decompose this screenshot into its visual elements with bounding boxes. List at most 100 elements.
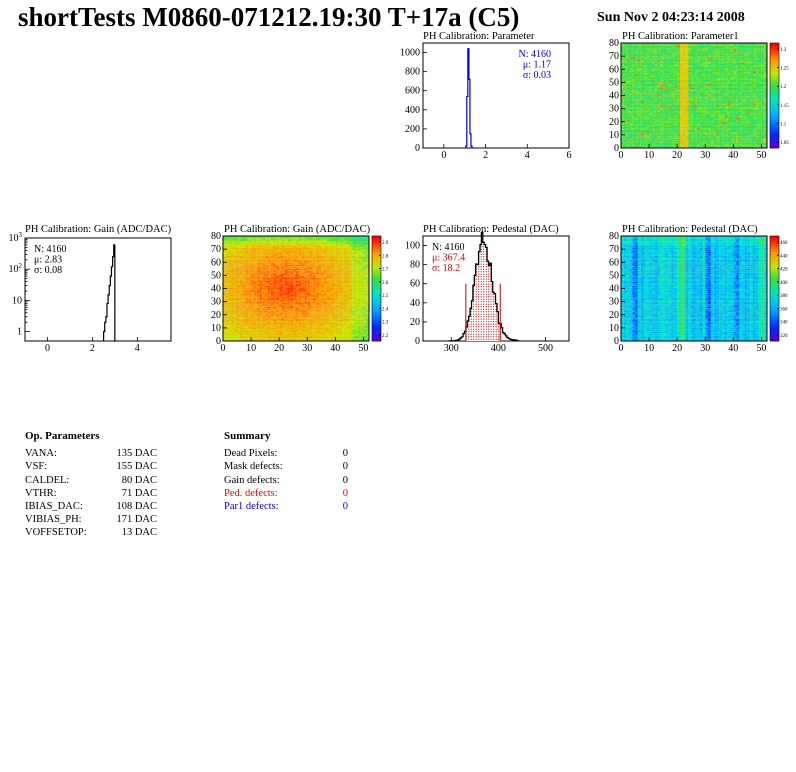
heatmap-cell xyxy=(223,279,226,281)
heatmap-cell xyxy=(688,50,692,53)
heatmap-cell xyxy=(242,272,246,275)
heatmap-cell xyxy=(654,66,658,68)
heatmap-cell xyxy=(682,144,686,146)
heatmap-cell xyxy=(710,145,714,147)
heatmap-cell xyxy=(719,81,723,83)
heatmap-cell xyxy=(637,79,641,82)
heatmap-cell xyxy=(744,46,748,49)
heatmap-cell xyxy=(710,129,714,131)
heatmap-cell xyxy=(688,74,692,76)
heatmap-cell xyxy=(665,48,669,50)
heatmap-cell xyxy=(629,134,633,137)
heatmap-cell xyxy=(755,65,759,67)
heatmap-cell xyxy=(719,132,723,134)
heatmap-cell xyxy=(637,56,641,58)
heatmap-cell xyxy=(696,56,700,58)
heatmap-cell xyxy=(234,249,238,251)
heatmap-cell xyxy=(750,75,754,78)
heatmap-cell xyxy=(724,125,728,128)
heatmap-cell xyxy=(733,104,737,107)
x-tick-label: 0 xyxy=(619,150,624,161)
heatmap-cell xyxy=(694,78,697,80)
heatmap-cell xyxy=(629,115,633,117)
heatmap-cell xyxy=(685,104,689,107)
heatmap-cell xyxy=(727,120,731,122)
heatmap-cell xyxy=(755,70,759,72)
heatmap-cell xyxy=(668,81,672,83)
heatmap-cell xyxy=(724,104,728,107)
heatmap-cell xyxy=(764,104,768,107)
heatmap-cell xyxy=(685,78,689,80)
heatmap-cell xyxy=(640,102,644,104)
heatmap-cell xyxy=(679,53,683,55)
heatmap-cell xyxy=(713,107,717,109)
heatmap-cell xyxy=(688,145,692,147)
heatmap-cell xyxy=(761,134,765,137)
heatmap-cell xyxy=(708,134,711,137)
heatmap-cell xyxy=(663,87,666,89)
heatmap-cell xyxy=(651,81,655,83)
heatmap-cell xyxy=(234,245,238,247)
heatmap-cell xyxy=(752,144,756,146)
heatmap-cell xyxy=(685,75,689,78)
heatmap-cell xyxy=(635,96,638,99)
heatmap-cell xyxy=(755,46,759,49)
heatmap-cell xyxy=(713,134,717,137)
heatmap-cell xyxy=(696,70,700,72)
heatmap-cell xyxy=(231,291,235,293)
heatmap-cell xyxy=(651,53,655,55)
heatmap-cell xyxy=(649,96,652,99)
heatmap-cell xyxy=(758,133,762,135)
heatmap-cell xyxy=(671,119,675,121)
heatmap-cell xyxy=(685,64,689,66)
heatmap-cell xyxy=(237,304,240,306)
heatmap-cell xyxy=(237,287,240,289)
heatmap-cell xyxy=(234,338,238,340)
heatmap-cell xyxy=(736,138,739,141)
heatmap-cell xyxy=(665,52,669,54)
heatmap-cell xyxy=(651,102,655,104)
heatmap-cell xyxy=(685,58,689,61)
heatmap-cell xyxy=(752,54,756,57)
heatmap-cell xyxy=(691,100,695,103)
heatmap-cell xyxy=(682,129,686,131)
heatmap-cell xyxy=(724,145,728,147)
heatmap-cell xyxy=(231,296,235,298)
heatmap-cell xyxy=(733,95,737,97)
heatmap-cell xyxy=(738,145,742,147)
heatmap-cell xyxy=(237,323,240,326)
heatmap-cell xyxy=(665,54,669,57)
heatmap-cell xyxy=(649,86,652,88)
heatmap-cell xyxy=(752,79,756,82)
heatmap-cell xyxy=(646,137,650,139)
heatmap-cell xyxy=(727,125,731,128)
heatmap-cell xyxy=(237,302,240,305)
heatmap-cell xyxy=(654,79,658,82)
heatmap-cell xyxy=(640,64,644,66)
heatmap-cell xyxy=(649,69,652,71)
heatmap-cell xyxy=(713,64,717,66)
heatmap-cell xyxy=(685,46,689,49)
heatmap-cell xyxy=(629,54,633,57)
heatmap-cell xyxy=(237,280,240,282)
heatmap-cell xyxy=(663,107,666,109)
heatmap-cell xyxy=(632,100,636,103)
stat-line: σ: 0.08 xyxy=(34,265,62,276)
heatmap-cell xyxy=(702,108,706,110)
heatmap-cell xyxy=(744,90,748,92)
heatmap-cell xyxy=(694,146,697,149)
heatmap-cell xyxy=(730,43,734,45)
heatmap-cell xyxy=(234,339,238,342)
heatmap-cell xyxy=(696,121,700,124)
heatmap-cell xyxy=(646,112,650,114)
heatmap-cell xyxy=(623,49,627,51)
heatmap-cell xyxy=(736,104,739,107)
heatmap-cell xyxy=(722,117,725,120)
heatmap-cell xyxy=(242,339,246,342)
heatmap-cell xyxy=(685,83,689,86)
heatmap-cell xyxy=(234,278,238,280)
heatmap-cell xyxy=(657,71,661,74)
heatmap-cell xyxy=(665,66,669,68)
heatmap-cell xyxy=(741,116,745,118)
heatmap-cell xyxy=(237,293,240,296)
